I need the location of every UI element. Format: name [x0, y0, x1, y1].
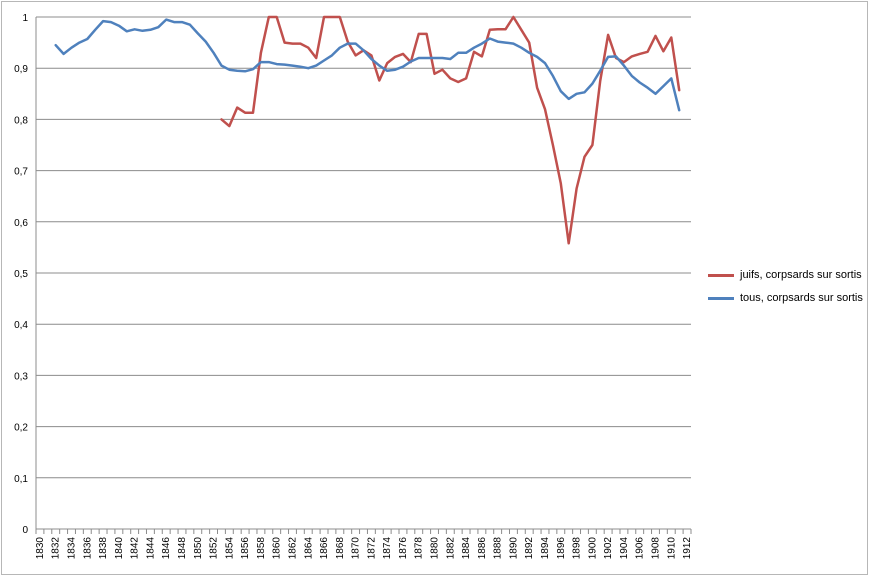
y-axis-tick-labels: 0 0,1 0,2 0,3 0,4 0,5 0,6 0,7 0,8 0,9 1	[14, 13, 28, 536]
x-tick-label: 1908	[650, 537, 661, 560]
x-tick-label: 1876	[398, 537, 409, 560]
x-tick-label: 1862	[287, 537, 298, 560]
x-tick-label: 1896	[556, 537, 567, 560]
x-tick-label: 1902	[603, 537, 614, 560]
x-tick-label: 1874	[382, 537, 393, 560]
x-tick-label: 1844	[145, 537, 156, 560]
x-tick-label: 1898	[572, 537, 583, 560]
series-line-1	[54, 18, 681, 112]
axes	[35, 17, 692, 534]
x-tick-label: 1894	[540, 537, 551, 560]
x-tick-label: 1856	[240, 537, 251, 560]
x-tick-label: 1890	[508, 537, 519, 560]
x-tick-label: 1840	[114, 537, 125, 560]
x-tick-label: 1884	[461, 537, 472, 560]
y-tick-label: 0,8	[14, 115, 28, 126]
legend-swatch-tous	[708, 296, 734, 300]
x-tick-label: 1910	[666, 537, 677, 560]
y-tick-label: 0,2	[14, 423, 28, 434]
y-tick-label: 0,3	[14, 371, 28, 382]
x-tick-label: 1906	[635, 537, 646, 560]
y-tick-label: 0,6	[14, 218, 28, 229]
x-tick-label: 1834	[67, 537, 78, 560]
legend-label-juifs: juifs, corpsards sur sortis	[740, 269, 862, 281]
x-axis-tick-labels: 1830 1832 1834 1836 1838 1840 1842 1844 1846 1848…	[35, 537, 693, 560]
x-tick-label: 1886	[477, 537, 488, 560]
x-tick-label: 1912	[682, 537, 693, 560]
y-tick-label: 0,9	[14, 64, 28, 75]
x-tick-label: 1892	[524, 537, 535, 560]
gridlines	[36, 16, 691, 479]
x-tick-label: 1880	[430, 537, 441, 560]
x-tick-label: 1882	[445, 537, 456, 560]
x-tick-label: 1836	[82, 537, 93, 560]
x-tick-label: 1872	[366, 537, 377, 560]
x-tick-label: 1870	[351, 537, 362, 560]
legend-item-juifs: juifs, corpsards sur sortis	[708, 269, 862, 281]
y-tick-label: 1	[22, 13, 28, 24]
legend-item-tous: tous, corpsards sur sortis	[708, 292, 863, 304]
x-tick-label: 1904	[619, 537, 630, 560]
legend-label-tous: tous, corpsards sur sortis	[740, 292, 863, 304]
y-tick-label: 0,4	[14, 320, 28, 331]
x-tick-label: 1860	[272, 537, 283, 560]
series-lines	[54, 15, 681, 245]
x-tick-label: 1864	[303, 537, 314, 560]
x-tick-label: 1838	[98, 537, 109, 560]
x-tick-label: 1858	[256, 537, 267, 560]
x-tick-label: 1850	[193, 537, 204, 560]
x-tick-label: 1900	[587, 537, 598, 560]
x-tick-label: 1848	[177, 537, 188, 560]
y-tick-label: 0,5	[14, 269, 28, 280]
y-tick-label: 0,7	[14, 167, 28, 178]
series-line-0	[220, 15, 681, 245]
x-tick-label: 1830	[35, 537, 46, 560]
y-tick-label: 0,1	[14, 474, 28, 485]
x-tick-label: 1846	[161, 537, 172, 560]
legend-swatch-juifs	[708, 273, 734, 277]
y-tick-label: 0	[22, 525, 28, 536]
x-tick-label: 1852	[209, 537, 220, 560]
x-tick-label: 1842	[130, 537, 141, 560]
x-tick-label: 1868	[335, 537, 346, 560]
x-tick-label: 1832	[51, 537, 62, 560]
x-tick-label: 1854	[224, 537, 235, 560]
x-tick-label: 1866	[319, 537, 330, 560]
x-tick-label: 1878	[414, 537, 425, 560]
x-tick-label: 1888	[493, 537, 504, 560]
